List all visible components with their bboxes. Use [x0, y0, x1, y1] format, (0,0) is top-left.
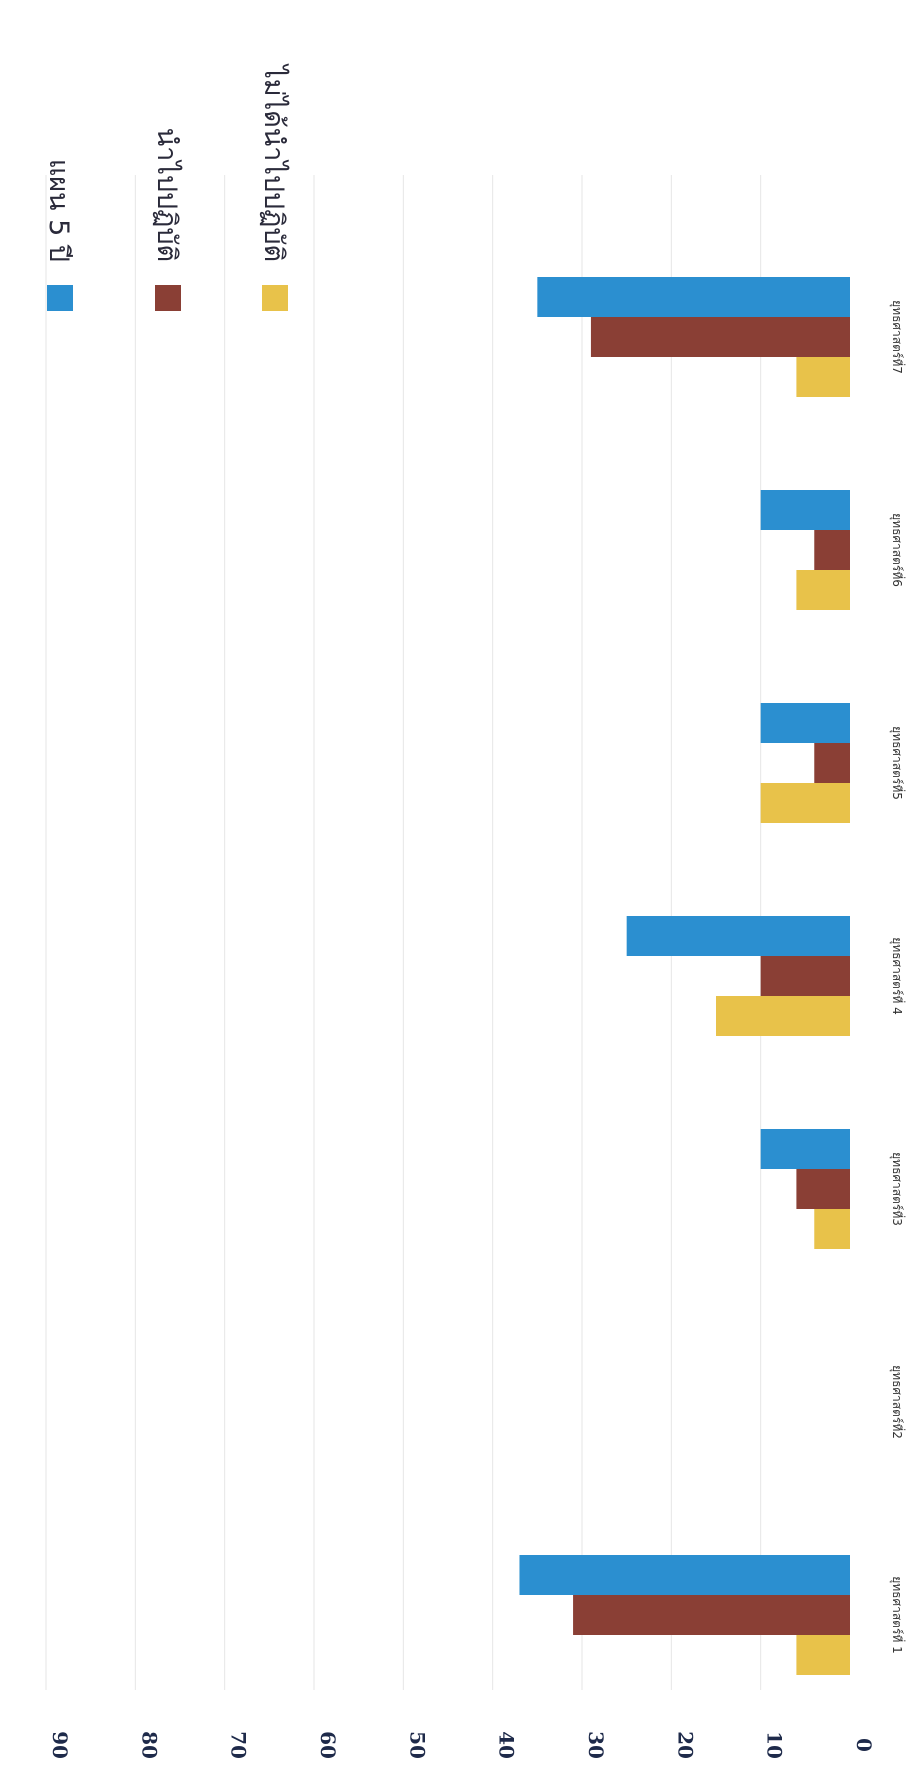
tick-label: 30 — [584, 1731, 608, 1759]
bar — [796, 1169, 850, 1209]
bar — [519, 1555, 850, 1595]
bar — [573, 1595, 850, 1635]
category-label: ยุทธศาสตร์ที่ 1 — [889, 1576, 906, 1654]
category-labels: ยุทธศาสตร์ที่ 1 ยุทธศาสตร์ที่2 ยุทธศาสตร์ท… — [889, 300, 906, 1654]
tick-label: 20 — [673, 1731, 697, 1759]
legend-swatch — [47, 285, 73, 311]
bar — [796, 570, 850, 610]
bar — [796, 1635, 850, 1675]
value-axis-ticks: 0 10 20 30 40 50 60 70 80 90 — [48, 1731, 876, 1759]
legend: ไม่ได้นำไปปฏิบัติ นำไปปฏิบัติ แผน 5 ปี — [43, 63, 289, 311]
legend-swatch — [262, 285, 288, 311]
tick-label: 10 — [763, 1731, 787, 1759]
bar — [814, 530, 850, 570]
bar — [537, 277, 850, 317]
tick-label: 0 — [852, 1738, 876, 1752]
tick-label: 70 — [227, 1731, 251, 1759]
bar — [796, 357, 850, 397]
bar — [626, 916, 850, 956]
legend-label: แผน 5 ปี — [43, 159, 74, 262]
bar — [760, 703, 850, 743]
bar — [760, 1129, 850, 1169]
bar — [814, 1209, 850, 1249]
tick-label: 60 — [316, 1731, 340, 1759]
bars — [519, 277, 850, 1675]
category-label: ยุทธศาสตร์ที่7 — [889, 300, 906, 374]
bar — [760, 956, 850, 996]
legend-label: ไม่ได้นำไปปฏิบัติ — [258, 63, 289, 262]
legend-swatch — [155, 285, 181, 311]
legend-label: นำไปปฏิบัติ — [151, 128, 182, 262]
tick-label: 90 — [48, 1731, 72, 1759]
category-label: ยุทธศาสตร์ที่2 — [889, 1365, 906, 1439]
grid-lines — [45, 175, 762, 1690]
category-label: ยุทธศาสตร์ที่6 — [889, 513, 906, 587]
tick-label: 50 — [405, 1731, 429, 1759]
bar — [760, 783, 850, 823]
bar — [814, 743, 850, 783]
tick-label: 80 — [137, 1731, 161, 1759]
bar — [590, 317, 850, 357]
category-label: ยุทธศาสตร์ที่5 — [889, 726, 906, 800]
tick-label: 40 — [495, 1731, 519, 1759]
category-label: ยุทธศาสตร์ที่3 — [889, 1152, 906, 1226]
bar — [716, 996, 850, 1036]
category-label: ยุทธศาสตร์ที่ 4 — [889, 937, 906, 1015]
bar — [760, 490, 850, 530]
